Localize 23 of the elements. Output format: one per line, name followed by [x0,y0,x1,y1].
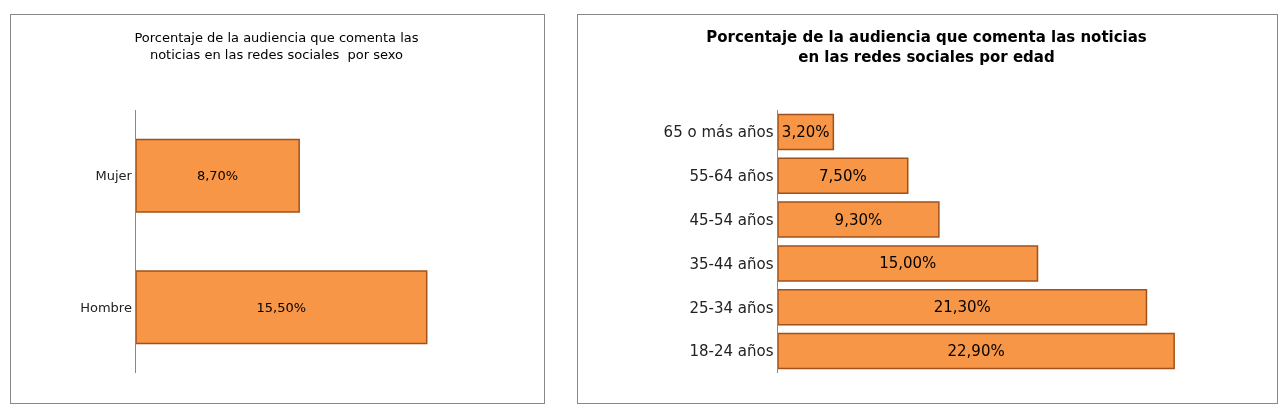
data-label: 3,20% [781,122,830,141]
y-tick-label: 65 o más años [663,123,774,142]
bar [778,201,940,238]
y-tick-label: Mujer [95,168,133,184]
y-tick-label: 55-64 años [689,167,774,185]
data-label: 8,70% [196,168,239,184]
chart-title: Porcentaje de la audiencia que comenta las noticias en las redes sociales por sexo [134,30,419,63]
y-tick-label: 25-34 años [689,298,774,317]
data-label: 7,50% [819,166,867,185]
bar [778,157,909,195]
data-label: 15,00% [879,254,937,273]
y-tick-label: 45-54 años [689,210,774,229]
data-label: 22,90% [947,342,1005,361]
data-label: 9,30% [834,210,883,229]
bar [778,288,1148,326]
y-tick-label: 18-24 años [689,342,774,361]
data-label: 15,50% [256,299,307,315]
data-label: 21,30% [933,298,991,317]
chart-title: Porcentaje de la audiencia que comenta las noticias en las redes sociales por edad [706,28,1147,66]
bar [778,332,1175,370]
y-tick-label: Hombre [80,299,132,315]
y-tick-label: 35-44 años [689,254,774,273]
bar [778,245,1039,282]
